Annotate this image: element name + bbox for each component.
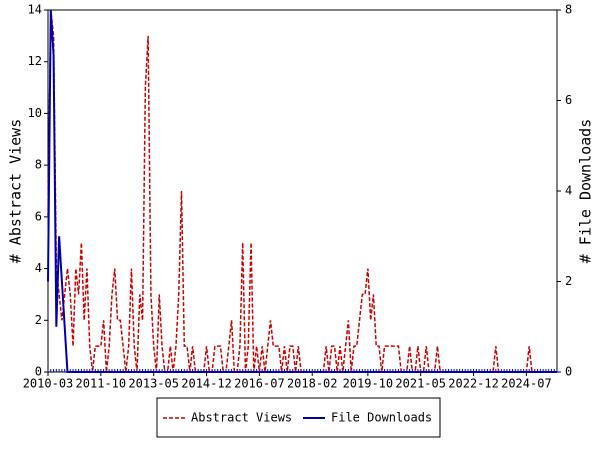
y-tick-label: 12 <box>28 54 42 68</box>
series-line <box>47 9 557 373</box>
x-tick-label: 2016-07 <box>234 377 285 391</box>
y-tick-label: 0 <box>35 365 42 379</box>
y-tick-label: 14 <box>28 3 42 17</box>
y2-tick-label: 0 <box>565 365 572 379</box>
x-tick-label: 2018-02 <box>287 377 338 391</box>
x-tick-label: 2022-12 <box>448 377 499 391</box>
x-tick-label: 2013-05 <box>128 377 179 391</box>
plot-frame <box>47 9 558 373</box>
series-line <box>47 9 557 373</box>
x-tick-label: 2010-03 <box>23 377 74 391</box>
y-tick-label: 6 <box>35 209 42 223</box>
y2-tick-label: 2 <box>565 274 572 288</box>
y-tick-label: 4 <box>35 261 42 275</box>
x-tick-label: 2011-10 <box>76 377 127 391</box>
x-tick-label: 2014-12 <box>181 377 232 391</box>
y2-tick-label: 6 <box>565 93 572 107</box>
y-tick-label: 10 <box>28 106 42 120</box>
y-tick-label: 2 <box>35 313 42 327</box>
y2-tick-label: 8 <box>565 3 572 17</box>
x-tick-label: 2024-07 <box>501 377 552 391</box>
legend-box <box>156 397 441 438</box>
x-tick-label: 2019-10 <box>343 377 394 391</box>
y2-tick-label: 4 <box>565 184 572 198</box>
y2-axis-title: # File Downloads <box>577 119 595 264</box>
legend-label: Abstract Views <box>191 411 292 425</box>
legend-label: File Downloads <box>331 411 432 425</box>
x-tick-label: 2021-05 <box>395 377 446 391</box>
y-axis-title: # Abstract Views <box>7 119 25 264</box>
y-tick-label: 8 <box>35 158 42 172</box>
